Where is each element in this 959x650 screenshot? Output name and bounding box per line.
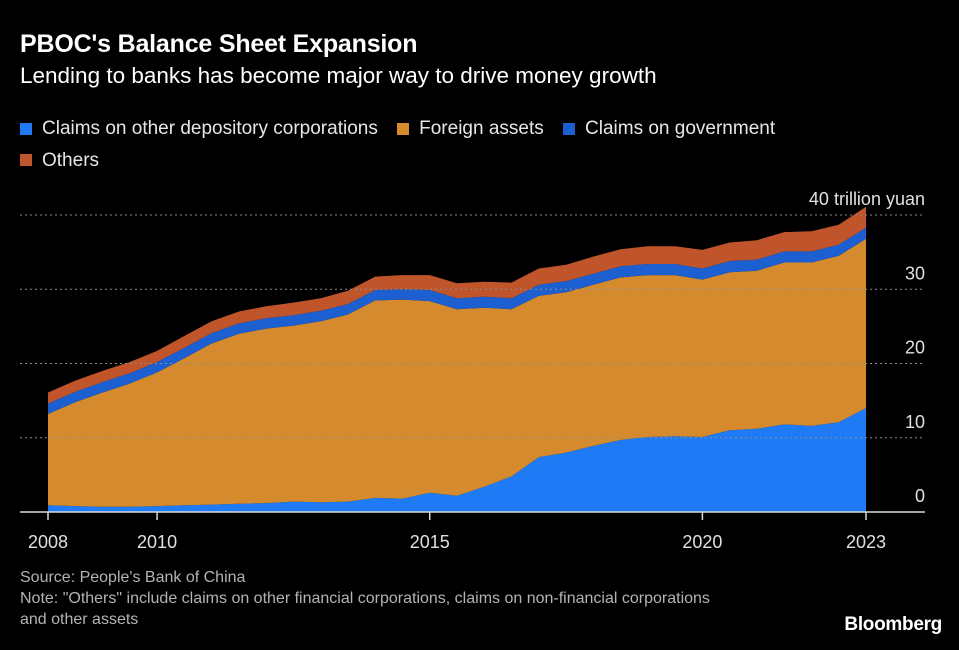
y-tick-label-30: 30	[905, 263, 925, 283]
area-others	[48, 206, 866, 404]
area-claims-depository	[48, 408, 866, 512]
bloomberg-logo: Bloomberg	[844, 614, 942, 635]
chart-title: PBOC's Balance Sheet Expansion	[20, 30, 418, 58]
legend-item-foreign-assets: Foreign assets	[397, 113, 544, 144]
chart-footer: Source: People's Bank of China Note: "Ot…	[20, 567, 740, 630]
legend-label-foreign-assets: Foreign assets	[419, 118, 544, 139]
source-note: Source: People's Bank of China	[20, 569, 246, 586]
y-tick-label-10: 10	[905, 412, 925, 432]
y-tick-label-20: 20	[905, 338, 925, 358]
x-tick-label-2010: 2010	[137, 532, 177, 552]
legend-swatch-foreign-assets	[397, 122, 410, 135]
footnote: Note: "Others" include claims on other f…	[20, 590, 710, 628]
legend-item-claims-government: Claims on government	[563, 113, 775, 144]
legend-swatch-claims-government	[563, 122, 576, 135]
y-tick-label-40: 40 trillion yuan	[809, 189, 925, 209]
legend-label-claims-government: Claims on government	[585, 118, 776, 139]
x-tick-label-2023: 2023	[846, 532, 886, 552]
x-tick-label-2020: 2020	[682, 532, 722, 552]
legend-item-claims-depository: Claims on other depository corporations	[20, 113, 378, 144]
area-foreign-assets	[48, 238, 866, 507]
x-tick-label-2008: 2008	[28, 532, 68, 552]
area-claims-government	[48, 227, 866, 414]
x-tick-label-2015: 2015	[410, 532, 450, 552]
legend-item-others: Others	[20, 145, 99, 176]
legend-swatch-claims-depository	[20, 122, 32, 135]
legend-label-others: Others	[42, 149, 100, 171]
chart-legend: Claims on other depository corporations …	[20, 113, 920, 176]
legend-swatch-others	[20, 154, 32, 166]
chart-subtitle: Lending to banks has become major way to…	[20, 63, 657, 88]
legend-label-claims-depository: Claims on other depository corporations	[42, 118, 378, 139]
y-tick-label-0: 0	[915, 486, 925, 506]
